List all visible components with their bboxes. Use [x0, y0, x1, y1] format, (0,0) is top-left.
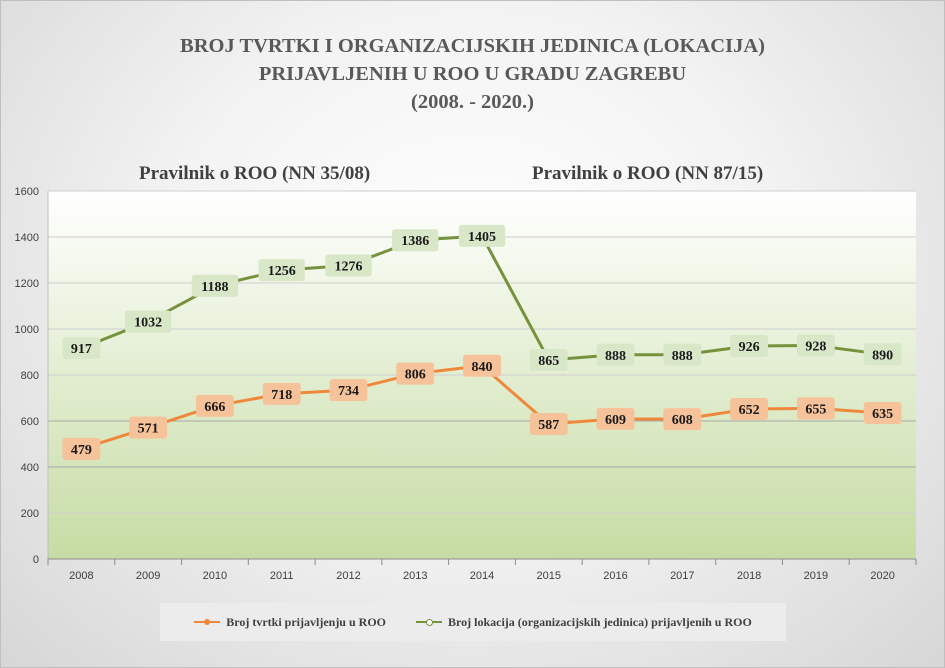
section-label-left: Pravilnik o ROO (NN 35/08) — [139, 163, 371, 184]
x-tick-label: 2013 — [403, 570, 427, 582]
y-tick-label: 200 — [21, 508, 39, 520]
data-label: 1386 — [401, 234, 429, 249]
y-tick-label: 1400 — [15, 232, 39, 244]
data-label-bg — [258, 259, 305, 282]
data-label: 609 — [605, 413, 626, 428]
data-label: 806 — [405, 368, 426, 383]
data-labels-layer: 479 571 666 718 734 806 840 587 609 608 652 655 635 9… — [62, 224, 902, 460]
y-tick-label: 800 — [21, 370, 39, 382]
x-tick-label: 2010 — [203, 570, 227, 582]
data-label-bg — [396, 362, 435, 385]
y-tick-label: 600 — [21, 416, 39, 428]
data-label: 1256 — [268, 264, 296, 279]
data-label-bg — [863, 401, 902, 424]
data-label-bg — [191, 274, 239, 297]
data-label: 1276 — [334, 260, 362, 275]
x-tick-label: 2014 — [470, 570, 494, 582]
y-tick-label: 1600 — [15, 186, 39, 198]
data-label-bg — [863, 343, 902, 366]
data-label-bg — [196, 394, 234, 417]
title-line-1: BROJ TVRTKI I ORGANIZACIJSKIH JEDINICA (… — [180, 35, 765, 57]
data-label: 865 — [538, 354, 559, 369]
y-tick-label: 0 — [33, 554, 39, 566]
data-label: 479 — [71, 443, 92, 458]
data-label: 655 — [805, 402, 826, 417]
data-label-bg — [730, 398, 768, 421]
legend-item-lokacije: Broj lokacija (organizacijskih jedinica)… — [416, 615, 752, 630]
data-label: 652 — [739, 403, 760, 418]
data-label-bg — [663, 343, 702, 366]
chart-title: BROJ TVRTKI I ORGANIZACIJSKIH JEDINICA (… — [0, 32, 945, 116]
y-tick-label: 400 — [21, 462, 39, 474]
data-label: 890 — [872, 348, 893, 363]
data-label-bg — [329, 379, 368, 402]
x-tick-label: 2020 — [870, 570, 894, 582]
data-label-bg — [129, 416, 168, 439]
data-label: 718 — [271, 388, 292, 403]
x-tick-label: 2016 — [603, 570, 627, 582]
legend-swatch-green — [416, 617, 442, 627]
data-label-bg — [796, 334, 835, 357]
x-tick-label: 2018 — [737, 570, 761, 582]
data-label-bg — [663, 408, 702, 431]
title-line-2: PRIJAVLJENIH U ROO U GRADU ZAGREBU — [258, 63, 687, 85]
title-line-3: (2008. - 2020.) — [411, 91, 534, 113]
section-label-right: Pravilnik o ROO (NN 87/15) — [532, 163, 764, 184]
data-label-bg — [392, 229, 439, 252]
data-label: 734 — [338, 384, 359, 399]
data-label-bg — [458, 224, 506, 247]
gridlines — [48, 190, 916, 514]
data-label-bg — [124, 310, 172, 333]
data-label-bg — [463, 354, 501, 377]
legend-label-lokacije: Broj lokacija (organizacijskih jedinica)… — [448, 614, 752, 629]
data-label: 888 — [605, 349, 626, 364]
data-label: 666 — [204, 400, 225, 415]
data-label: 888 — [672, 349, 693, 364]
legend-label-tvrtke: Broj tvrtki prijavljenju u ROO — [226, 614, 386, 629]
x-tick-label: 2012 — [336, 570, 360, 582]
data-label: 635 — [872, 407, 893, 422]
data-label: 928 — [805, 340, 826, 355]
data-label-bg — [325, 254, 372, 277]
data-label-bg — [262, 382, 301, 405]
data-label: 917 — [71, 342, 92, 357]
data-label: 571 — [138, 422, 159, 437]
data-label-bg — [596, 343, 635, 366]
data-label: 840 — [472, 360, 493, 375]
data-label-bg — [796, 397, 835, 420]
data-label-bg — [529, 412, 568, 435]
x-tick-label: 2011 — [270, 570, 294, 582]
data-label: 587 — [538, 418, 559, 433]
chart-legend: Broj tvrtki prijavljenju u ROO Broj loka… — [160, 603, 786, 641]
data-label-bg — [62, 437, 101, 460]
data-label: 608 — [672, 413, 693, 428]
y-tick-label: 1000 — [15, 324, 39, 336]
x-tick-label: 2015 — [537, 570, 561, 582]
x-tick-label: 2019 — [804, 570, 828, 582]
data-label: 1405 — [468, 230, 496, 245]
data-label-bg — [730, 335, 768, 358]
x-tick-label: 2017 — [670, 570, 694, 582]
data-label: 1188 — [201, 280, 228, 295]
data-label-bg — [596, 407, 635, 430]
data-label: 1032 — [134, 316, 162, 331]
x-tick-label: 2009 — [136, 570, 160, 582]
x-tick-label: 2008 — [69, 570, 93, 582]
legend-item-tvrtke: Broj tvrtki prijavljenju u ROO — [194, 615, 386, 630]
legend-swatch-orange — [194, 617, 221, 627]
axes: 0 200 400 600 800 1000 1200 1400 1600 2008 2009 201… — [15, 186, 917, 582]
data-label-bg — [529, 349, 568, 372]
data-label: 926 — [739, 340, 760, 355]
y-tick-label: 1200 — [15, 278, 39, 290]
data-label-bg — [62, 337, 101, 360]
